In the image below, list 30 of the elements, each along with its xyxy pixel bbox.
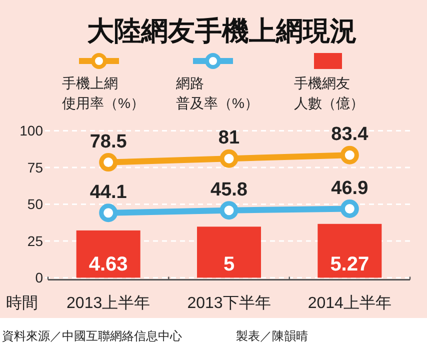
point: [99, 153, 118, 172]
y-tick-label: 0: [35, 270, 44, 286]
data-label: 45.8: [210, 179, 248, 200]
data-label: 83.4: [331, 124, 369, 146]
source-note: 資料來源／中國互聯網絡信息中心: [2, 329, 182, 343]
point: [220, 149, 238, 168]
point: [220, 201, 238, 220]
y-tick-label: 100: [20, 122, 44, 139]
data-label: 44.1: [90, 182, 128, 203]
point: [340, 200, 359, 218]
x-tick-label: 2013上半年: [66, 294, 150, 312]
legend-label: 手機上網使用率（%）: [62, 75, 144, 111]
y-tick-label: 50: [27, 196, 44, 212]
chart-title: 大陸網友手機上網現況: [87, 16, 357, 46]
data-label: 4.63: [88, 254, 128, 276]
point: [99, 204, 118, 222]
legend-label: 手機網友人數（億）: [294, 75, 364, 111]
data-label: 5: [223, 254, 235, 276]
y-tick-label: 25: [27, 232, 44, 249]
text: 製表／陳韻晴: [236, 329, 308, 343]
data-label: 78.5: [90, 131, 128, 152]
x-axis-title: 時間: [6, 294, 38, 312]
x-tick-label: 2013下半年: [187, 294, 271, 312]
y-tick-label: 75: [27, 159, 44, 176]
data-label: 81: [218, 128, 240, 149]
data-label: 46.9: [331, 178, 368, 199]
x-tick-label: 2014上半年: [308, 294, 392, 312]
data-label: 5.27: [330, 254, 370, 276]
point: [340, 146, 359, 164]
legend-label: 網路普及率（%）: [175, 75, 258, 111]
